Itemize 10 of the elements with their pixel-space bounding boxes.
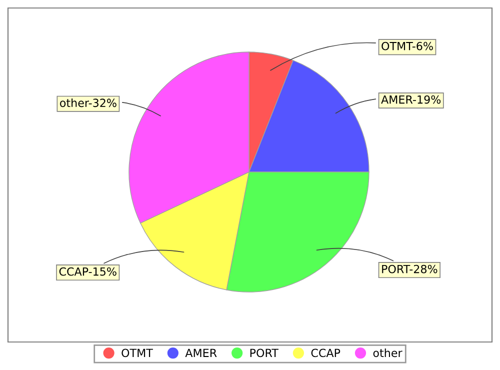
legend-label: CCAP: [311, 348, 340, 358]
legend-label: AMER: [185, 348, 217, 357]
legend-label: other: [373, 348, 402, 358]
data-label: AMER-19%: [381, 95, 441, 104]
data-label: PORT-28%: [382, 264, 438, 274]
legend-label: PORT: [250, 348, 278, 358]
data-label: OTMT-6%: [382, 42, 433, 50]
data-label: CCAP-15%: [59, 267, 116, 276]
data-label: other-32%: [60, 98, 116, 108]
legend-label: OTMT: [122, 348, 153, 358]
